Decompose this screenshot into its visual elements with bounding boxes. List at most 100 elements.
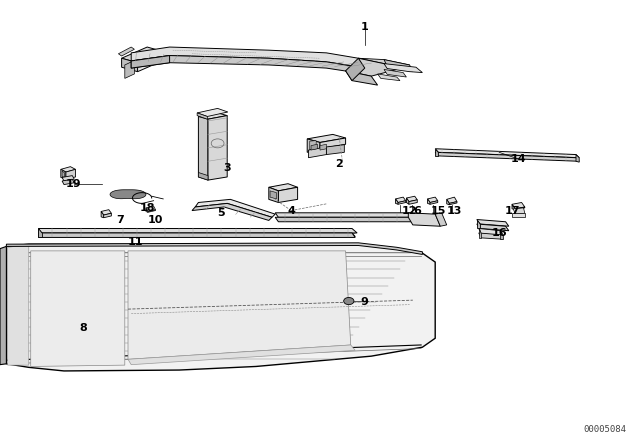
Polygon shape — [477, 220, 509, 226]
Polygon shape — [358, 58, 410, 65]
Polygon shape — [31, 251, 125, 366]
Polygon shape — [38, 228, 42, 237]
Polygon shape — [428, 199, 430, 204]
Polygon shape — [61, 167, 76, 172]
Polygon shape — [477, 220, 480, 228]
Polygon shape — [198, 116, 208, 180]
Polygon shape — [192, 203, 272, 220]
Polygon shape — [148, 210, 156, 212]
Polygon shape — [311, 144, 317, 150]
Text: 10: 10 — [147, 215, 163, 224]
Polygon shape — [346, 71, 378, 85]
Polygon shape — [308, 147, 326, 158]
Polygon shape — [38, 229, 42, 237]
Polygon shape — [307, 134, 346, 142]
Polygon shape — [8, 245, 29, 365]
Polygon shape — [197, 113, 207, 119]
Polygon shape — [435, 213, 447, 226]
Text: 12: 12 — [402, 206, 417, 215]
Polygon shape — [346, 58, 397, 76]
Text: 1: 1 — [361, 22, 369, 32]
Polygon shape — [269, 187, 278, 202]
Polygon shape — [128, 251, 351, 359]
Polygon shape — [320, 144, 326, 150]
Text: 3: 3 — [223, 163, 231, 173]
Polygon shape — [477, 224, 509, 231]
Text: 15: 15 — [431, 206, 446, 215]
Polygon shape — [378, 74, 400, 81]
Polygon shape — [512, 213, 525, 217]
Polygon shape — [576, 155, 579, 162]
Polygon shape — [62, 176, 74, 181]
Polygon shape — [320, 138, 346, 149]
Polygon shape — [430, 201, 438, 204]
Polygon shape — [128, 345, 355, 365]
Polygon shape — [310, 141, 316, 150]
Polygon shape — [435, 149, 579, 158]
Polygon shape — [269, 184, 298, 191]
Polygon shape — [513, 208, 525, 214]
Polygon shape — [38, 228, 357, 233]
Text: 13: 13 — [447, 206, 462, 215]
Polygon shape — [208, 116, 227, 180]
Text: 11: 11 — [128, 237, 143, 247]
Polygon shape — [512, 204, 515, 210]
Text: 8: 8 — [79, 323, 87, 333]
Text: 00005084: 00005084 — [583, 425, 626, 434]
Polygon shape — [101, 211, 104, 218]
Polygon shape — [447, 197, 457, 203]
Polygon shape — [428, 197, 438, 202]
Circle shape — [344, 297, 354, 305]
Polygon shape — [146, 208, 148, 212]
Polygon shape — [62, 171, 65, 177]
Polygon shape — [515, 207, 525, 210]
Text: 18: 18 — [140, 203, 155, 213]
Polygon shape — [61, 169, 66, 179]
Polygon shape — [38, 229, 355, 233]
Text: 17: 17 — [504, 206, 520, 215]
Polygon shape — [275, 213, 415, 217]
Polygon shape — [346, 58, 365, 81]
Polygon shape — [110, 190, 146, 199]
Polygon shape — [435, 152, 579, 161]
Polygon shape — [307, 139, 320, 152]
Polygon shape — [275, 217, 415, 222]
Polygon shape — [449, 202, 457, 205]
Polygon shape — [384, 60, 413, 72]
Text: 7: 7 — [116, 215, 124, 224]
Polygon shape — [101, 210, 111, 215]
Polygon shape — [146, 206, 156, 211]
Polygon shape — [198, 172, 208, 180]
Polygon shape — [118, 47, 134, 56]
Polygon shape — [138, 52, 163, 72]
Polygon shape — [278, 187, 298, 202]
Polygon shape — [398, 201, 406, 204]
Text: 5: 5 — [217, 208, 225, 218]
Polygon shape — [104, 213, 111, 218]
Polygon shape — [62, 179, 74, 185]
Polygon shape — [131, 56, 397, 73]
Polygon shape — [38, 233, 355, 237]
Polygon shape — [38, 233, 355, 237]
Text: 6: 6 — [413, 206, 421, 215]
Polygon shape — [197, 108, 228, 116]
Text: 19: 19 — [66, 179, 81, 189]
Polygon shape — [396, 197, 406, 202]
Text: 9: 9 — [361, 297, 369, 307]
Polygon shape — [406, 198, 409, 204]
Polygon shape — [326, 145, 344, 155]
Polygon shape — [0, 246, 6, 365]
Polygon shape — [270, 191, 276, 199]
Polygon shape — [125, 60, 134, 78]
Polygon shape — [384, 69, 406, 77]
Text: 4: 4 — [287, 206, 295, 215]
Polygon shape — [122, 47, 163, 63]
Polygon shape — [479, 228, 503, 235]
Text: 2: 2 — [335, 159, 343, 168]
Polygon shape — [479, 228, 481, 238]
Polygon shape — [435, 149, 438, 156]
Polygon shape — [409, 200, 417, 204]
Polygon shape — [500, 231, 503, 239]
Polygon shape — [6, 244, 435, 371]
Polygon shape — [479, 233, 503, 239]
